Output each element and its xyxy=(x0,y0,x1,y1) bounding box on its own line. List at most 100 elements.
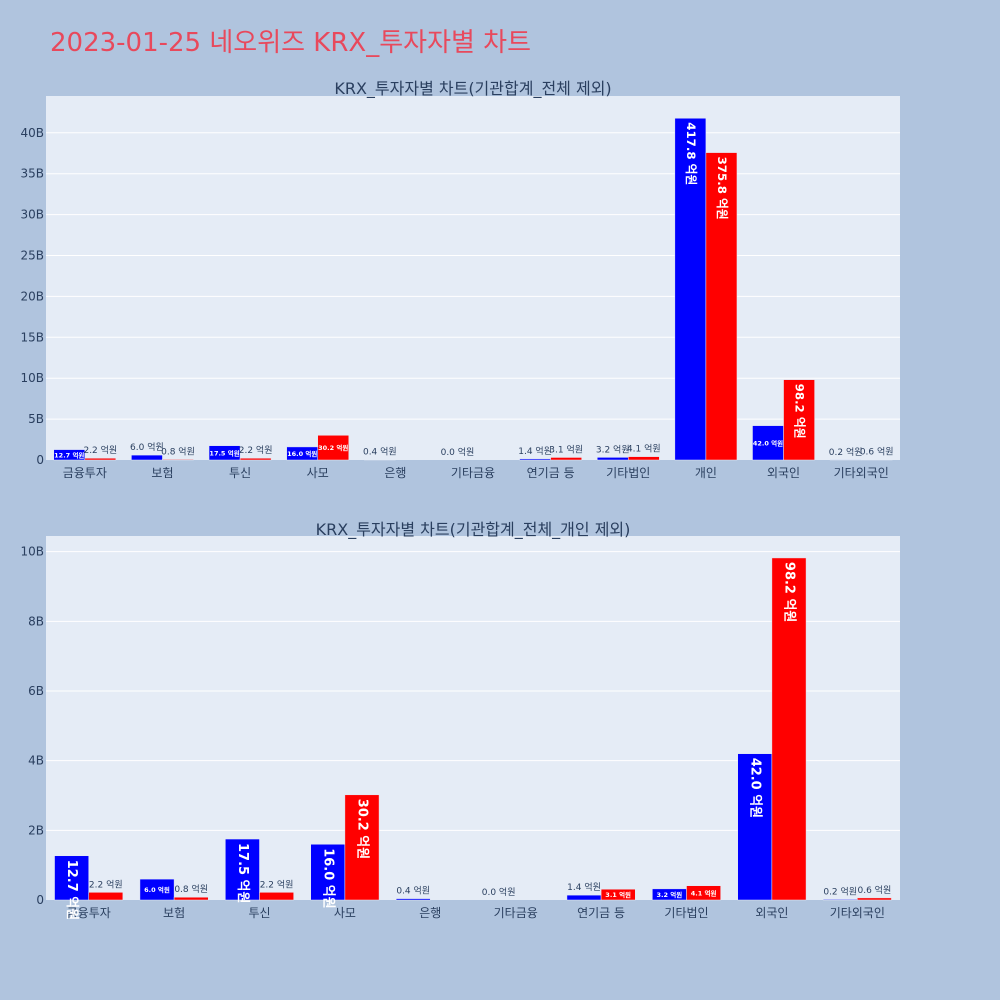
bar-series-1 xyxy=(53,449,86,461)
x-tick-label: 은행 xyxy=(384,465,406,480)
data-label: 0.8 억원 xyxy=(161,445,195,457)
data-label: 17.5 억원 xyxy=(235,843,250,903)
bar-chart-top: KRX_투자자별 차트(기관합계_전체 제외) 0 5B 10B 15B 20B 25B 30… xyxy=(20,79,900,480)
x-tick-label: 보험 xyxy=(163,906,185,920)
plot-area xyxy=(46,96,900,460)
data-label: 6.0 억원 xyxy=(130,441,164,453)
bar-series-2 xyxy=(239,457,272,461)
data-label: 0.6 억원 xyxy=(858,884,892,896)
bar-series-2 xyxy=(686,885,721,901)
chart-title: KRX_투자자별 차트(기관합계_전체 제외) xyxy=(334,79,611,99)
data-label: 12.7 억원 xyxy=(64,860,79,920)
data-label: 0.2 억원 xyxy=(829,446,863,458)
y-tick-label: 30B xyxy=(20,208,44,222)
bar-series-2 xyxy=(705,152,738,461)
data-label: 30.2 억원 xyxy=(354,799,369,859)
x-tick-label: 투신 xyxy=(229,466,251,480)
bar-series-2 xyxy=(628,456,660,461)
data-label: 0.6 억원 xyxy=(860,446,894,458)
bar-series-1 xyxy=(131,454,163,461)
bar-series-2 xyxy=(344,794,380,901)
chart-title: KRX_투자자별 차트(기관합계_전체_개인 제외) xyxy=(316,520,631,540)
y-tick-label: 25B xyxy=(20,249,44,263)
page-title: 2023-01-25 네오위즈 KRX_투자자별 차트 xyxy=(50,28,532,58)
data-label: 4.1 억원 xyxy=(691,888,717,897)
data-label: 1.4 억원 xyxy=(567,881,601,893)
bar-chart-bottom: KRX_투자자별 차트(기관합계_전체_개인 제외) 0 2B 4B 6B 8B 10B 금융… xyxy=(20,520,900,920)
y-tick-label: 4B xyxy=(28,754,44,768)
data-label: 17.5 억원 xyxy=(209,448,239,457)
y-tick-label: 0 xyxy=(36,893,44,907)
x-tick-label: 금융투자 xyxy=(63,466,107,480)
y-tick-label: 20B xyxy=(20,289,44,303)
bar-series-2 xyxy=(771,557,807,901)
data-label: 2.2 억원 xyxy=(89,878,123,890)
data-label: 2.2 억원 xyxy=(239,444,273,456)
data-label: 0.2 억원 xyxy=(823,885,857,897)
bar-series-1 xyxy=(737,753,773,901)
x-tick-label: 개인 xyxy=(695,466,717,480)
bar-series-1 xyxy=(310,844,346,901)
data-label: 42.0 억원 xyxy=(747,758,762,818)
x-tick-label: 기타금융 xyxy=(451,466,495,480)
data-label: 0.8 억원 xyxy=(174,883,208,895)
data-label: 6.0 억원 xyxy=(144,885,170,894)
data-label: 0.0 억원 xyxy=(482,886,516,898)
x-tick-label: 기타금융 xyxy=(494,906,538,920)
bar-series-2 xyxy=(88,892,124,901)
data-label: 0.4 억원 xyxy=(396,885,430,897)
y-tick-label: 35B xyxy=(20,167,44,181)
data-label: 3.1 억원 xyxy=(549,443,583,455)
x-tick-label: 투신 xyxy=(248,906,270,920)
bar-series-1 xyxy=(519,458,551,461)
bar-series-2 xyxy=(550,457,582,461)
bar-series-1 xyxy=(752,425,784,461)
bar-series-2 xyxy=(600,888,636,901)
x-tick-label: 기타법인 xyxy=(664,906,708,920)
data-label: 3.2 억원 xyxy=(657,890,683,899)
data-label: 42.0 억원 xyxy=(753,438,783,447)
y-tick-label: 10B xyxy=(20,545,44,559)
data-label: 1.4 억원 xyxy=(518,445,552,457)
data-label: 16.0 억원 xyxy=(320,848,335,908)
x-tick-label: 사모 xyxy=(307,466,329,480)
x-tick-label: 외국인 xyxy=(767,466,800,480)
x-tick-label: 기타외국인 xyxy=(834,466,889,480)
data-label: 98.2 억원 xyxy=(793,384,807,439)
bar-series-2 xyxy=(857,897,892,901)
data-label: 2.2 억원 xyxy=(83,444,117,456)
x-tick-label: 은행 xyxy=(419,905,441,920)
bar-series-1 xyxy=(674,117,707,461)
x-tick-label: 연기금 등 xyxy=(527,466,575,480)
y-tick-label: 15B xyxy=(20,330,44,344)
bar-series-2 xyxy=(317,435,350,461)
data-label: 3.1 억원 xyxy=(605,890,631,899)
bar-series-1 xyxy=(139,878,175,901)
x-tick-label: 사모 xyxy=(334,906,356,920)
bar-series-2 xyxy=(173,896,209,901)
data-label: 3.2 억원 xyxy=(596,443,630,455)
y-tick-label: 40B xyxy=(20,126,44,140)
bar-series-2 xyxy=(84,457,117,461)
bar-series-2 xyxy=(162,459,194,461)
y-tick-label: 8B xyxy=(28,614,44,628)
bar-series-1 xyxy=(225,838,260,901)
bar-series-1 xyxy=(566,894,602,901)
y-tick-label: 0 xyxy=(36,453,44,467)
data-label: 375.8 억원 xyxy=(715,157,729,220)
bar-series-1 xyxy=(596,457,629,461)
bar-series-2 xyxy=(783,379,815,461)
data-label: 12.7 억원 xyxy=(54,450,84,459)
x-tick-label: 보험 xyxy=(151,466,173,480)
x-tick-label: 금융투자 xyxy=(67,906,111,920)
bar-series-1 xyxy=(822,899,858,901)
y-tick-label: 2B xyxy=(28,823,44,837)
y-tick-label: 10B xyxy=(20,371,44,385)
bar-series-1 xyxy=(54,855,89,901)
data-label: 30.2 억원 xyxy=(318,443,348,452)
bar-series-2 xyxy=(259,892,294,901)
y-tick-label: 5B xyxy=(28,412,44,426)
data-label: 0.0 억원 xyxy=(441,446,475,458)
bar-series-1 xyxy=(208,445,241,461)
data-label: 0.4 억원 xyxy=(363,446,397,458)
